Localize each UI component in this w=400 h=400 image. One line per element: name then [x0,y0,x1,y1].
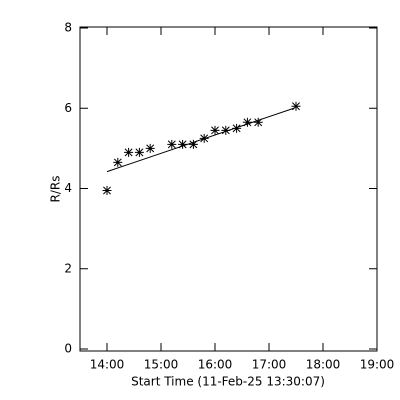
data-point [188,139,198,149]
fit-line [106,107,295,173]
data-point [221,125,231,135]
data-point [124,147,134,157]
y-axis-label: R/Rs [49,176,63,203]
x-axis-label: Start Time (11-Feb-25 13:30:07) [131,375,325,389]
data-point [102,186,112,196]
x-tick-label: 16:00 [198,358,233,372]
x-tick-label: 18:00 [306,358,341,372]
data-point [210,125,220,135]
y-tick-label: 4 [64,181,72,195]
y-tick-label: 0 [64,342,72,356]
data-point [232,123,242,133]
y-tick-label: 6 [64,101,72,115]
y-tick-label: 8 [64,21,72,35]
data-point [145,143,155,153]
x-tick-label: 17:00 [252,358,287,372]
x-tick-label: 15:00 [144,358,179,372]
x-tick-label: 19:00 [360,358,395,372]
data-point [178,139,188,149]
data-point [113,157,123,167]
data-point [291,101,301,111]
plot-frame [79,26,378,352]
x-tick-label: 14:00 [90,358,125,372]
data-point [253,117,263,127]
y-tick-label: 2 [64,261,72,275]
data-point [134,147,144,157]
data-point [167,139,177,149]
data-point [242,117,252,127]
